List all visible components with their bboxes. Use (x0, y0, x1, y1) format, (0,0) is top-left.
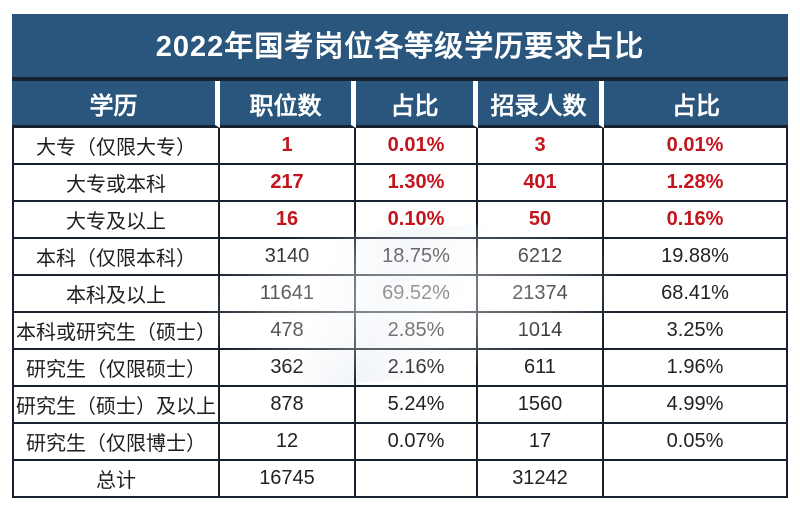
cell-positions-pct (356, 461, 478, 498)
cell-education: 大专（仅限大专） (12, 128, 220, 165)
cell-recruits-pct: 0.01% (604, 128, 788, 165)
table-row: 本科及以上 11641 69.52% 21374 68.41% (12, 276, 788, 313)
cell-recruits-pct: 0.05% (604, 424, 788, 461)
cell-positions-pct: 18.75% (356, 239, 478, 276)
cell-positions-pct: 1.30% (356, 165, 478, 202)
cell-recruits-pct (604, 461, 788, 498)
cell-positions: 11641 (220, 276, 356, 313)
cell-recruits-pct: 0.16% (604, 202, 788, 239)
cell-recruits: 17 (478, 424, 604, 461)
table-row: 大专（仅限大专） 1 0.01% 3 0.01% (12, 128, 788, 165)
table-row: 研究生（仅限博士） 12 0.07% 17 0.05% (12, 424, 788, 461)
table-row: 本科（仅限本科） 3140 18.75% 6212 19.88% (12, 239, 788, 276)
cell-recruits-pct: 1.96% (604, 350, 788, 387)
table-row: 本科或研究生（硕士） 478 2.85% 1014 3.25% (12, 313, 788, 350)
cell-education: 研究生（硕士）及以上 (12, 387, 220, 424)
cell-education: 总计 (12, 461, 220, 498)
cell-positions: 878 (220, 387, 356, 424)
cell-recruits-pct: 4.99% (604, 387, 788, 424)
cell-recruits-pct: 19.88% (604, 239, 788, 276)
cell-recruits-pct: 3.25% (604, 313, 788, 350)
cell-recruits-pct: 1.28% (604, 165, 788, 202)
cell-recruits: 611 (478, 350, 604, 387)
table-row-total: 总计 16745 31242 (12, 461, 788, 498)
cell-recruits: 50 (478, 202, 604, 239)
table-header: 学历 职位数 占比 招录人数 占比 (12, 81, 788, 128)
header-row: 学历 职位数 占比 招录人数 占比 (12, 81, 788, 128)
cell-education: 研究生（仅限硕士） (12, 350, 220, 387)
cell-positions-pct: 0.01% (356, 128, 478, 165)
education-requirements-table: 学历 职位数 占比 招录人数 占比 大专（仅限大专） 1 0.01% 3 0.0… (12, 81, 788, 498)
table-row: 大专或本科 217 1.30% 401 1.28% (12, 165, 788, 202)
cell-recruits: 1014 (478, 313, 604, 350)
column-header-recruits-pct: 占比 (604, 81, 788, 128)
cell-positions-pct: 69.52% (356, 276, 478, 313)
cell-positions: 362 (220, 350, 356, 387)
cell-recruits: 31242 (478, 461, 604, 498)
table-row: 研究生（硕士）及以上 878 5.24% 1560 4.99% (12, 387, 788, 424)
cell-recruits: 1560 (478, 387, 604, 424)
column-header-positions: 职位数 (220, 81, 356, 128)
cell-positions: 1 (220, 128, 356, 165)
infographic: 2022年国考岗位各等级学历要求占比 学历 职位数 占比 招录人数 占比 大专（… (12, 14, 788, 498)
cell-positions: 478 (220, 313, 356, 350)
cell-education: 大专及以上 (12, 202, 220, 239)
cell-education: 本科及以上 (12, 276, 220, 313)
cell-recruits: 401 (478, 165, 604, 202)
cell-education: 研究生（仅限博士） (12, 424, 220, 461)
table-row: 大专及以上 16 0.10% 50 0.16% (12, 202, 788, 239)
cell-positions: 217 (220, 165, 356, 202)
cell-recruits: 3 (478, 128, 604, 165)
cell-positions-pct: 0.07% (356, 424, 478, 461)
cell-positions: 12 (220, 424, 356, 461)
cell-education: 本科（仅限本科） (12, 239, 220, 276)
cell-positions-pct: 0.10% (356, 202, 478, 239)
table-body: 大专（仅限大专） 1 0.01% 3 0.01% 大专或本科 217 1.30%… (12, 128, 788, 498)
cell-positions-pct: 5.24% (356, 387, 478, 424)
cell-education: 本科或研究生（硕士） (12, 313, 220, 350)
cell-education: 大专或本科 (12, 165, 220, 202)
cell-recruits: 21374 (478, 276, 604, 313)
table-row: 研究生（仅限硕士） 362 2.16% 611 1.96% (12, 350, 788, 387)
cell-positions: 3140 (220, 239, 356, 276)
cell-positions: 16 (220, 202, 356, 239)
cell-recruits-pct: 68.41% (604, 276, 788, 313)
cell-positions-pct: 2.16% (356, 350, 478, 387)
cell-recruits: 6212 (478, 239, 604, 276)
page-title: 2022年国考岗位各等级学历要求占比 (12, 14, 788, 81)
column-header-education: 学历 (12, 81, 220, 128)
cell-positions: 16745 (220, 461, 356, 498)
column-header-recruits: 招录人数 (478, 81, 604, 128)
cell-positions-pct: 2.85% (356, 313, 478, 350)
column-header-positions-pct: 占比 (356, 81, 478, 128)
